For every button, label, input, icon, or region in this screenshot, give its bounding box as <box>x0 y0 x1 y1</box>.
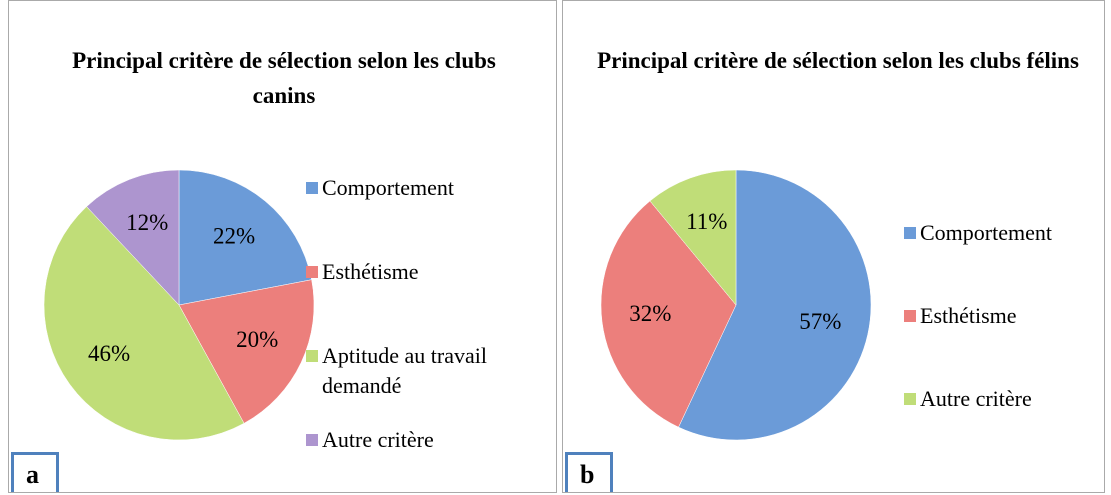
legend-item: Esthétisme <box>306 257 550 287</box>
pie-slice <box>678 169 872 441</box>
pie-slice <box>178 279 315 424</box>
pie-chart: 57% 32% 11% <box>600 169 872 441</box>
legend-item: Comportement <box>306 173 550 203</box>
data-label: 32% <box>629 301 671 326</box>
legend-label: Esthétisme <box>322 259 419 284</box>
legend-label: Aptitude au travail demandé <box>322 343 487 398</box>
chart-panel: 57% 32% 11% Principal critère de sélection … <box>562 0 1105 493</box>
data-label: 22% <box>213 224 255 249</box>
chart-title: Principal critère de sélection selon les… <box>72 48 496 108</box>
chart-panel: 22% 20% 46% 12% Principal critère de sélecti… <box>8 0 557 493</box>
pie-slice <box>43 206 245 441</box>
legend-item: Autre critère <box>306 425 550 455</box>
pie-chart: 22% 20% 46% 12% <box>43 169 315 441</box>
pie-slice <box>649 169 737 306</box>
legend-label: Comportement <box>920 220 1052 245</box>
legend-item: Comportement <box>904 218 1098 248</box>
legend-swatch <box>306 182 318 194</box>
chart-title: Principal critère de sélection selon les… <box>597 48 1079 73</box>
data-label: 46% <box>88 341 130 366</box>
legend-swatch <box>306 266 318 278</box>
panel-label: b <box>565 452 613 492</box>
legend-swatch <box>306 434 318 446</box>
legend-swatch <box>904 310 916 322</box>
data-label: 12% <box>126 210 168 235</box>
pie-slice <box>86 169 180 306</box>
legend-label: Comportement <box>322 175 454 200</box>
legend-item: Autre critère <box>904 384 1098 414</box>
legend-item: Aptitude au travail demandé <box>306 341 550 401</box>
legend-swatch <box>306 350 318 362</box>
legend-swatch <box>904 227 916 239</box>
pie-slice <box>178 169 312 306</box>
data-label: 20% <box>236 327 278 352</box>
legend-label: Autre critère <box>322 427 434 452</box>
legend-label: Esthétisme <box>920 303 1017 328</box>
pie-slice <box>600 200 737 428</box>
data-label: 57% <box>799 309 841 334</box>
legend-swatch <box>904 393 916 405</box>
legend-label: Autre critère <box>920 386 1032 411</box>
panel-label: a <box>11 452 59 492</box>
legend-item: Esthétisme <box>904 301 1098 331</box>
data-label: 11% <box>686 209 727 234</box>
